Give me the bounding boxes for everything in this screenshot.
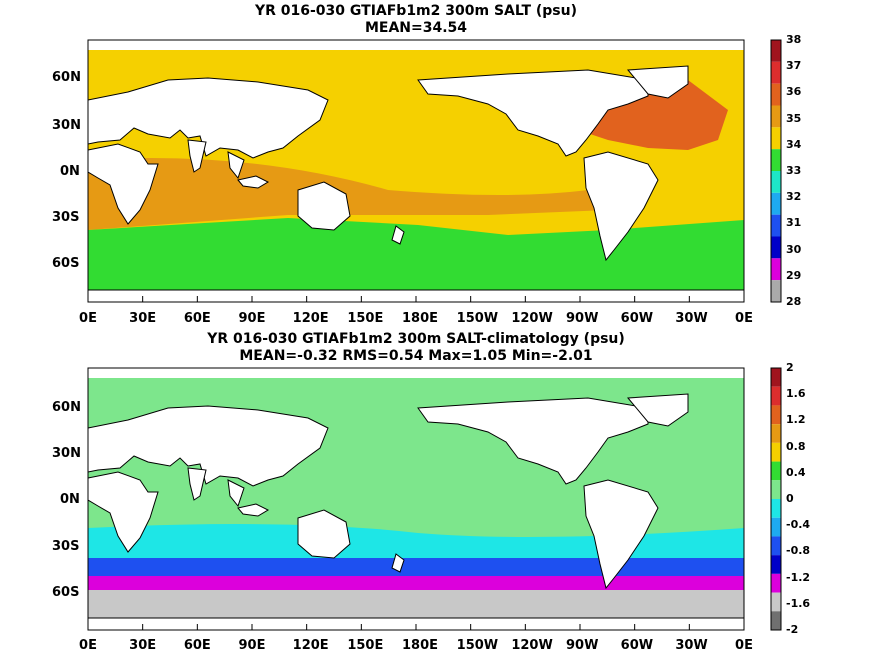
colorbar-swatch (771, 40, 781, 62)
xtick-label: 150E (347, 638, 384, 653)
colorbar-swatch (771, 280, 781, 302)
p1-colorbar (770, 39, 782, 303)
colorbar-swatch (771, 499, 781, 518)
colorbar-swatch (771, 258, 781, 281)
xtick-label: 90E (238, 638, 266, 653)
colorbar-swatch (771, 461, 781, 481)
colorbar-label: -0.4 (786, 518, 811, 532)
xtick-label: 60E (183, 638, 211, 653)
colorbar-label: 38 (786, 33, 802, 46)
p2-tick-marks (87, 624, 745, 630)
xtick-label: 30W (675, 638, 708, 653)
ytick-60n: 60N (52, 70, 81, 85)
colorbar-label: 1.6 (786, 387, 806, 401)
xtick-label: 180E (402, 638, 439, 653)
colorbar-swatch (771, 442, 781, 462)
xtick-label: 0E (735, 311, 753, 326)
colorbar-label: 29 (786, 268, 802, 282)
colorbar-label: 32 (786, 190, 802, 204)
p2-southern-blue (88, 558, 744, 578)
ytick-60s: 60S (52, 256, 80, 271)
colorbar-label: 30 (786, 242, 802, 256)
colorbar-label: 33 (786, 164, 802, 177)
colorbar-label: -1.2 (786, 570, 811, 584)
p2-colorbar (770, 367, 782, 631)
colorbar-frame (770, 367, 782, 631)
colorbar-frame (770, 39, 782, 303)
panel2-subtitle: MEAN=-0.32 RMS=0.54 Max=1.05 Min=-2.01 (239, 348, 593, 364)
xtick-label: 150E (347, 311, 384, 326)
ytick-0n: 0N (60, 164, 80, 179)
colorbar-label: 1.2 (786, 413, 806, 427)
colorbar-swatch (771, 214, 781, 237)
panel1-title: YR 016-030 GTIAFb1m2 300m SALT (psu) (254, 3, 578, 19)
colorbar-swatch (771, 517, 781, 537)
p1-southern-band (88, 218, 744, 290)
colorbar-label: 28 (786, 295, 802, 308)
colorbar-swatch (771, 405, 781, 425)
colorbar-swatch (771, 573, 781, 593)
xtick-label: 120E (292, 311, 329, 326)
colorbar-label: 34 (786, 137, 802, 151)
ytick-60n: 60N (52, 400, 81, 415)
xtick-label: 60W (620, 638, 654, 653)
colorbar-swatch (771, 424, 781, 443)
colorbar-swatch (771, 592, 781, 612)
panel1-subtitle: MEAN=34.54 (364, 20, 468, 36)
xtick-label: 60W (620, 311, 654, 326)
colorbar-swatch (771, 171, 781, 193)
xtick-label: 120E (292, 638, 329, 653)
colorbar-swatch (771, 61, 781, 84)
p2-antarctic-grey (88, 590, 744, 618)
colorbar-label: -2 (786, 623, 799, 636)
ytick-30s: 30S (52, 210, 80, 225)
xtick-label: 0E (79, 638, 97, 653)
panel2-title: YR 016-030 GTIAFb1m2 300m SALT-climatolo… (207, 331, 625, 347)
ytick-60s: 60S (52, 585, 80, 600)
xtick-label: 30W (675, 311, 708, 326)
p1-tropical-belt (88, 158, 608, 230)
colorbar-swatch (771, 105, 781, 128)
p1-arctic (88, 40, 744, 50)
xtick-label: 30E (129, 638, 157, 653)
colorbar-swatch (771, 149, 781, 171)
colorbar-label: -0.8 (786, 544, 811, 558)
colorbar-label: 0.4 (786, 465, 806, 479)
ytick-30n: 30N (52, 118, 81, 133)
p2-arctic (88, 368, 744, 378)
xtick-label: 90W (566, 638, 599, 653)
colorbar-swatch (771, 555, 781, 574)
colorbar-label: 0 (786, 492, 794, 505)
colorbar-swatch (771, 386, 781, 406)
colorbar-swatch (771, 480, 781, 499)
colorbar-label: 31 (786, 216, 802, 230)
xtick-label: 90W (566, 311, 599, 326)
colorbar-swatch (771, 611, 781, 630)
p1-tick-marks (87, 296, 745, 302)
ytick-0n: 0N (60, 492, 80, 507)
colorbar-label: 2 (786, 361, 794, 374)
colorbar-label: 37 (786, 59, 802, 73)
colorbar-label: 0.8 (786, 439, 806, 453)
colorbar-swatch (771, 236, 781, 259)
xtick-label: 30E (129, 311, 157, 326)
ytick-30n: 30N (52, 446, 81, 461)
xtick-label: 0E (735, 638, 753, 653)
xtick-label: 60E (183, 311, 211, 326)
xtick-label: 180E (402, 311, 439, 326)
colorbar-label: 36 (786, 85, 802, 99)
colorbar-swatch (771, 127, 781, 150)
xtick-label: 90E (238, 311, 266, 326)
colorbar-label: 35 (786, 111, 802, 125)
colorbar-label: -1.6 (786, 596, 811, 610)
xtick-label: 0E (79, 311, 97, 326)
colorbar-swatch (771, 83, 781, 106)
ytick-30s: 30S (52, 539, 80, 554)
colorbar-swatch (771, 368, 781, 387)
colorbar-swatch (771, 536, 781, 556)
colorbar-swatch (771, 192, 781, 215)
